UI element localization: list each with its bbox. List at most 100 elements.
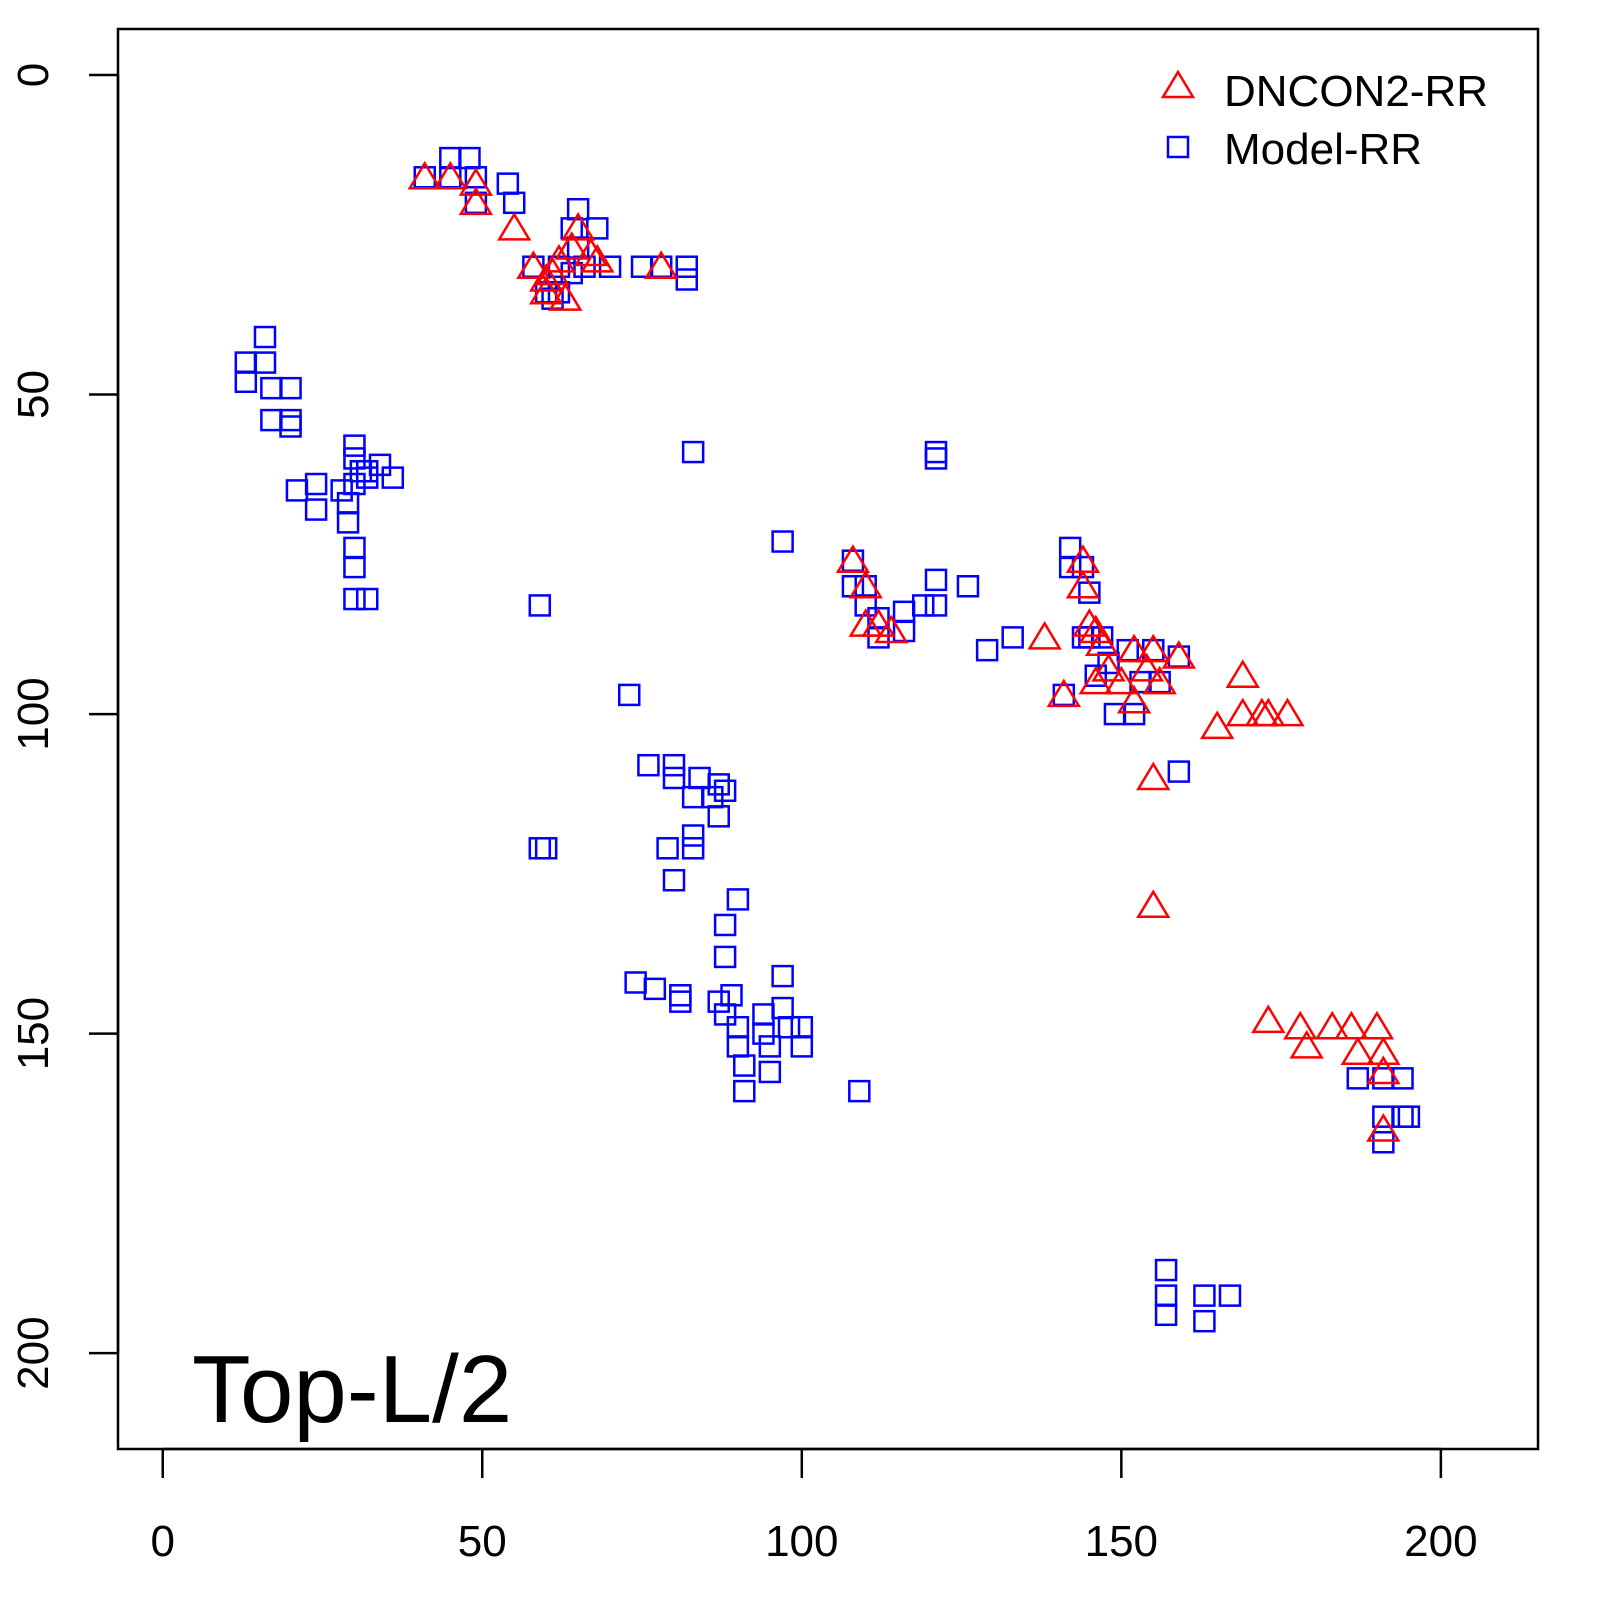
model-rr-point	[713, 1003, 737, 1026]
chart-annotation: Top-L/2	[192, 1336, 512, 1443]
model-rr-point	[1154, 1258, 1178, 1282]
dncon2-rr-point	[1065, 569, 1101, 599]
model-rr-point	[637, 753, 660, 777]
model-rr-point	[253, 351, 277, 374]
model-rr-point	[458, 146, 481, 170]
model-rr-point	[924, 447, 948, 470]
model-rr-point	[854, 594, 877, 617]
model-rr-point	[1154, 1303, 1178, 1327]
model-rr-point	[1193, 1309, 1216, 1333]
model-rr-point	[234, 351, 258, 374]
model-rr-point	[752, 1022, 775, 1045]
dncon2-rr-point	[874, 614, 909, 644]
model-rr-point	[675, 268, 699, 291]
model-rr-point	[598, 255, 622, 278]
dncon2-rr-point	[1072, 608, 1107, 637]
dncon2-rr-point	[1136, 761, 1171, 791]
model-rr-point	[771, 964, 794, 988]
dncon2-rr-point	[861, 608, 896, 637]
model-rr-point	[924, 440, 948, 464]
dncon2-rr-point	[1340, 1036, 1375, 1066]
model-rr-point	[1391, 1105, 1414, 1128]
dncon2-rr-point	[580, 243, 615, 273]
model-rr-point	[662, 753, 686, 777]
model-rr-point	[713, 945, 737, 969]
model-rr-point	[279, 408, 302, 432]
model-rr-point	[662, 868, 686, 892]
y-tick-label: 50	[9, 370, 58, 419]
y-tick-label: 200	[9, 1316, 58, 1389]
model-rr-point	[1122, 702, 1146, 726]
model-rr-point	[343, 587, 366, 611]
model-rr-point	[669, 984, 692, 1007]
model-rr-point	[234, 370, 258, 394]
y-tick-label: 150	[9, 997, 58, 1070]
dncon2-rr-point	[516, 250, 551, 279]
model-rr-point	[279, 415, 302, 438]
model-rr-point	[681, 837, 705, 860]
model-rr-point	[848, 1079, 871, 1103]
model-rr-point	[707, 805, 730, 828]
model-rr-point	[726, 1015, 750, 1039]
model-rr-point	[1071, 555, 1095, 579]
model-rr-point	[713, 779, 737, 803]
model-rr-point	[343, 555, 366, 579]
model-rr-point	[790, 1015, 814, 1039]
model-rr-point	[707, 773, 730, 796]
model-rr-point	[1154, 1284, 1178, 1307]
x-tick-label: 100	[765, 1517, 838, 1566]
model-rr-point	[720, 984, 743, 1007]
model-rr-point	[355, 466, 379, 489]
legend-label-model: Model-RR	[1224, 125, 1422, 174]
model-rr-point	[758, 1035, 782, 1058]
legend-triangle-icon	[1160, 69, 1196, 99]
dncon2-rr-point	[548, 282, 583, 311]
x-tick-label: 150	[1085, 1517, 1158, 1566]
model-rr-point	[752, 1003, 775, 1026]
model-rr-point	[285, 479, 309, 502]
dncon2-rr-point	[1359, 1010, 1395, 1040]
model-rr-point	[911, 594, 935, 617]
legend-square-icon	[1166, 135, 1190, 159]
dncon2-rr-point	[835, 544, 871, 573]
dncon2-rr-point	[1161, 640, 1197, 669]
dncon2-rr-point	[848, 569, 883, 599]
model-rr-point	[1167, 760, 1191, 783]
model-rr-point	[349, 459, 373, 483]
y-tick-label: 100	[9, 677, 58, 750]
model-rr-point	[924, 568, 948, 592]
model-rr-point	[1372, 1130, 1395, 1154]
dncon2-rr-point	[1366, 1036, 1401, 1066]
model-rr-point	[733, 1079, 756, 1103]
model-rr-point	[892, 600, 916, 624]
model-rr-point	[381, 466, 405, 489]
dncon2-rr-point	[554, 231, 589, 260]
dncon2-rr-point	[573, 237, 609, 267]
model-rr-point	[701, 785, 724, 809]
model-rr-point	[681, 785, 705, 809]
model-rr-point	[343, 472, 366, 496]
dncon2-rr-point	[1251, 697, 1286, 727]
model-rr-point	[771, 530, 794, 553]
dncon2-rr-point	[1366, 1113, 1401, 1142]
dncon2-rr-point	[407, 160, 442, 190]
model-rr-point	[304, 472, 328, 496]
model-rr-point	[1001, 626, 1024, 649]
dncon2-rr-point	[1225, 659, 1260, 688]
model-rr-point	[1346, 1067, 1370, 1090]
dncon2-rr-point	[1084, 627, 1120, 657]
plot-frame	[116, 27, 1540, 1451]
dncon2-rr-point	[1225, 697, 1260, 727]
dncon2-rr-point	[1129, 652, 1165, 682]
model-rr-point	[656, 837, 679, 860]
dncon2-rr-point	[560, 211, 596, 241]
dncon2-rr-point	[1315, 1010, 1350, 1040]
dncon2-rr-point	[1136, 633, 1171, 663]
dncon2-rr-point	[458, 186, 494, 216]
dncon2-rr-point	[528, 275, 564, 305]
model-rr-point	[253, 325, 277, 349]
model-rr-point	[336, 491, 360, 515]
dncon2-rr-point	[1199, 710, 1235, 740]
model-rr-point	[1397, 1105, 1421, 1128]
model-rr-point	[956, 575, 980, 598]
